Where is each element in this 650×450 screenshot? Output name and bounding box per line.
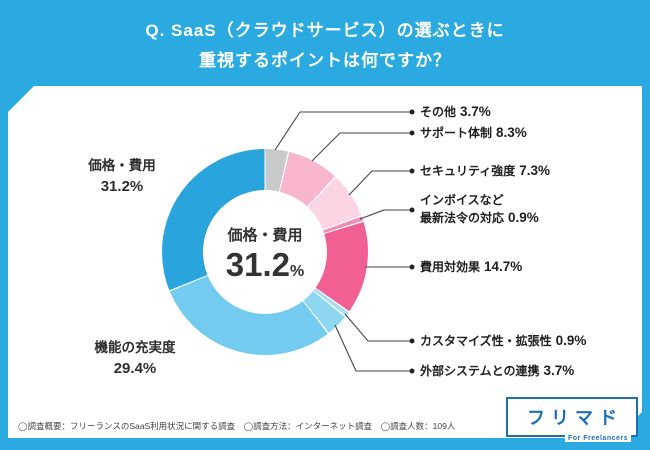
callout-other: その他 3.7% (420, 103, 491, 122)
callout-dot (410, 208, 415, 213)
callout-label-line1: インボイスなど (420, 193, 504, 207)
callout-label: 費用対効果 (420, 260, 481, 274)
callout-value: 3.7% (460, 104, 491, 119)
donut-center-value: 31.2% (226, 248, 304, 281)
side-label-text: 機能の充実度 (94, 340, 176, 355)
question-title: Q. SaaS（クラウドサービス）の選ぶときに 重視するポイントは何ですか？ (0, 0, 650, 86)
callout-label: 最新法令の対応 (420, 210, 505, 225)
side-label-text: 価格・費用 (88, 158, 156, 173)
leader-line (349, 171, 412, 195)
callout-support: サポート体制 8.3% (420, 124, 527, 143)
donut-center-number: 31.2 (225, 245, 290, 283)
leader-line (335, 325, 412, 371)
callout-label: その他 (420, 105, 457, 119)
callout-value: 0.9% (555, 333, 587, 348)
leader-line (360, 210, 412, 219)
callout-dot (410, 369, 415, 374)
donut-center: 価格・費用 31.2% (203, 190, 327, 314)
callout-dot (410, 265, 415, 270)
label-functionality: 機能の充実度 29.4% (79, 338, 191, 381)
callout-dot (410, 110, 415, 115)
callout-label-line2: 最新法令の対応 0.9% (420, 209, 539, 228)
callout-label: カスタマイズ性・拡張性 (420, 334, 552, 348)
donut-center-unit: % (290, 262, 305, 280)
callout-value: 0.9% (508, 209, 539, 225)
side-label-value: 29.4% (113, 360, 157, 378)
donut-chart: 価格・費用 31.2% (162, 149, 368, 355)
callout-dot (410, 169, 415, 174)
callout-customizability: カスタマイズ性・拡張性 0.9% (420, 332, 586, 351)
brand-logo: フリマド For Freelancers (506, 397, 638, 442)
brand-logo-name: フリマド (527, 408, 623, 428)
callout-dot (410, 131, 415, 136)
callout-value: 14.7% (484, 259, 523, 274)
survey-note: ◯調査概要：フリーランスのSaaS利用状況に関する調査 ◯調査方法：インターネッ… (18, 421, 456, 431)
donut-center-label: 価格・費用 (227, 226, 303, 244)
callout-label: サポート体制 (420, 126, 493, 140)
leader-line (345, 314, 412, 341)
question-title-line1: Q. SaaS（クラウドサービス）の選ぶときに (145, 20, 505, 40)
brand-logo-tagline: For Freelancers (564, 435, 631, 442)
callout-label: セキュリティ強度 (420, 164, 516, 178)
callout-label: 外部システムとの連携 (420, 364, 540, 378)
callout-external-integration: 外部システムとの連携 3.7% (420, 362, 574, 381)
callout-invoice: インボイスなど 最新法令の対応 0.9% (420, 192, 539, 228)
leader-line (312, 133, 412, 161)
leader-line (275, 112, 412, 150)
side-label-value: 31.2% (100, 178, 144, 196)
callout-value: 8.3% (496, 125, 527, 140)
callout-dot (410, 339, 415, 344)
chart-panel: 価格・費用 31.2% その他 3.7% サポート体制 8.3% セキ (8, 86, 642, 438)
callout-value: 7.3% (519, 163, 551, 178)
callout-value: 3.7% (543, 363, 575, 378)
callout-security: セキュリティ強度 7.3% (420, 162, 550, 181)
question-title-line2: 重視するポイントは何ですか？ (199, 50, 451, 70)
callout-cost-effectiveness: 費用対効果 14.7% (420, 258, 522, 277)
label-price-cost: 価格・費用 31.2% (66, 156, 178, 199)
